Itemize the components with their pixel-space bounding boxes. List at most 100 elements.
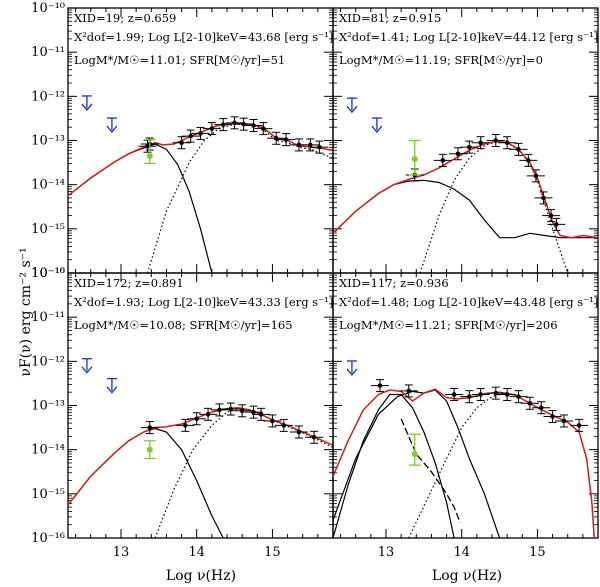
photometry-point bbox=[534, 191, 553, 205]
upper-limit-arrow bbox=[346, 97, 358, 114]
model-cold-dust bbox=[68, 427, 224, 538]
x-tick-label: 13 bbox=[378, 545, 395, 560]
photometry-point bbox=[370, 379, 389, 393]
y-tick-label: 10⁻¹² bbox=[31, 89, 65, 104]
y-tick-label: 10⁻¹³ bbox=[31, 399, 65, 414]
y-tick-label: 10⁻¹² bbox=[31, 354, 65, 369]
photometry-point bbox=[305, 430, 324, 444]
y-tick-label: 10⁻¹⁴ bbox=[31, 443, 65, 458]
x-tick-label: 15 bbox=[529, 545, 546, 560]
panel-info-line-1: XID=19; z=0.659 bbox=[74, 11, 176, 25]
panel-frame bbox=[67, 7, 334, 274]
photometry-point bbox=[234, 117, 253, 131]
photometry-point bbox=[519, 153, 538, 167]
panel-info-line-1: XID=81; z=0.915 bbox=[339, 11, 441, 25]
photometry-point bbox=[471, 136, 490, 150]
panel-tl: 10⁻¹⁰ 10⁻¹¹ 10⁻¹² 10⁻¹³ 10⁻¹⁴ 10⁻¹⁵ 10⁻¹⁶ XID=1… bbox=[31, 1, 334, 281]
y-tick-label: 10⁻¹⁰ bbox=[31, 266, 65, 281]
x-tick-label: 14 bbox=[453, 545, 470, 560]
photometry-point bbox=[202, 122, 221, 136]
photometry-point bbox=[310, 140, 329, 154]
upper-limit-arrow bbox=[106, 377, 118, 394]
photometry-point bbox=[520, 396, 539, 410]
photometry-point bbox=[554, 414, 573, 428]
y-tick-label: 10⁻¹⁴ bbox=[31, 178, 65, 193]
x-axis-label-right: Log ν(Hz) bbox=[432, 568, 502, 584]
y-tick-label: 10⁻¹⁵ bbox=[31, 222, 65, 237]
herschel-point bbox=[143, 138, 156, 165]
model-stellar bbox=[154, 407, 333, 538]
panel-info-line-3: LogM*/M☉=11.01; SFR[M☉/yr]=51 bbox=[74, 53, 285, 67]
photometry-point bbox=[399, 384, 418, 398]
panel-info-line-3: LogM*/M☉=11.19; SFR[M☉/yr]=0 bbox=[339, 53, 543, 67]
photometry-point bbox=[486, 386, 505, 400]
photometry-point bbox=[542, 209, 561, 223]
model-total bbox=[333, 388, 595, 538]
photometry-point bbox=[277, 133, 296, 147]
photometry-point bbox=[509, 390, 528, 404]
photometry-point bbox=[274, 418, 293, 432]
photometry-point bbox=[526, 169, 545, 183]
photometry-point bbox=[199, 407, 218, 421]
photometry-point bbox=[570, 418, 589, 432]
model-torus bbox=[333, 389, 501, 538]
upper-limit-arrow bbox=[346, 360, 358, 376]
x-tick-label: 15 bbox=[264, 545, 281, 560]
photometry-point bbox=[140, 421, 159, 435]
photometry-point bbox=[486, 134, 505, 147]
photometry-point bbox=[252, 407, 271, 421]
y-tick-label: 10⁻¹¹ bbox=[31, 310, 65, 325]
photometry-point bbox=[460, 140, 479, 154]
panel-frame bbox=[332, 272, 599, 539]
panel-br: 13 14 15 XID=117; z=0.936 X²dof=1.48; Log L[… bbox=[332, 272, 599, 560]
photometry-point bbox=[187, 412, 206, 426]
y-tick-label: 10⁻¹³ bbox=[31, 134, 65, 149]
model-cold-dust bbox=[68, 143, 213, 273]
photometry-point bbox=[289, 425, 308, 439]
x-tick-label: 14 bbox=[188, 545, 205, 560]
photometry-point bbox=[244, 118, 263, 132]
photometry-point bbox=[547, 217, 566, 231]
photometry-point bbox=[543, 410, 562, 424]
y-tick-label: 10⁻¹⁰ bbox=[31, 1, 65, 16]
herschel-point bbox=[408, 139, 421, 176]
model-cold-dust bbox=[333, 179, 598, 239]
panel-info-line-2: X²dof=1.99; Log L[2-10]keV=43.68 [erg s⁻… bbox=[74, 30, 333, 44]
photometry-point bbox=[176, 418, 195, 432]
y-tick-label: 10⁻¹⁶ bbox=[31, 531, 65, 546]
model-dashed-component bbox=[400, 418, 461, 523]
panel-info-line-3: LogM*/M☉=10.08; SFR[M☉/yr]=165 bbox=[74, 318, 293, 332]
panel-tr: XID=81; z=0.915 X²dof=1.41; Log L[2-10]ke… bbox=[332, 7, 599, 274]
panel-frame bbox=[67, 272, 334, 539]
panel-info-line-2: X²dof=1.93; Log L[2-10]keV=43.33 [erg s⁻… bbox=[74, 295, 333, 309]
photometry-point bbox=[263, 414, 282, 428]
photometry-point bbox=[254, 122, 273, 136]
herschel-point bbox=[143, 440, 156, 460]
x-axis-label-left: Log ν(Hz) bbox=[166, 568, 236, 584]
photometry-point bbox=[244, 405, 263, 419]
photometry-point bbox=[448, 147, 467, 161]
photometry-point bbox=[181, 129, 200, 143]
photometry-point bbox=[301, 138, 320, 152]
y-tick-label: 10⁻¹⁶ bbox=[31, 266, 65, 281]
photometry-point bbox=[191, 126, 210, 140]
upper-limit-arrow bbox=[81, 358, 93, 374]
photometry-point bbox=[460, 390, 479, 404]
y-axis-label: νF(ν) erg cm⁻² s⁻¹ bbox=[18, 247, 34, 376]
upper-limit-arrow bbox=[371, 117, 383, 134]
upper-limit-arrow bbox=[106, 117, 118, 134]
photometry-point bbox=[221, 402, 240, 416]
photometry-point bbox=[498, 136, 517, 150]
panel-bl: 10⁻¹⁰ 10⁻¹¹ 10⁻¹² 10⁻¹³ 10⁻¹⁴ 10⁻¹⁵ 10⁻¹⁶ 13 14 1… bbox=[31, 266, 334, 560]
photometry-point bbox=[433, 153, 452, 167]
panel-info-line-1: XID=172; z=0.891 bbox=[74, 276, 184, 290]
panel-info-line-1: XID=117; z=0.936 bbox=[339, 276, 449, 290]
photometry-point bbox=[172, 136, 191, 150]
photometry-point bbox=[471, 387, 490, 401]
photometry-point bbox=[233, 404, 252, 418]
panel-info-line-3: LogM*/M☉=11.21; SFR[M☉/yr]=206 bbox=[339, 318, 558, 332]
x-tick-label: 13 bbox=[113, 545, 130, 560]
photometry-point bbox=[210, 403, 229, 417]
photometry-point bbox=[498, 387, 517, 401]
